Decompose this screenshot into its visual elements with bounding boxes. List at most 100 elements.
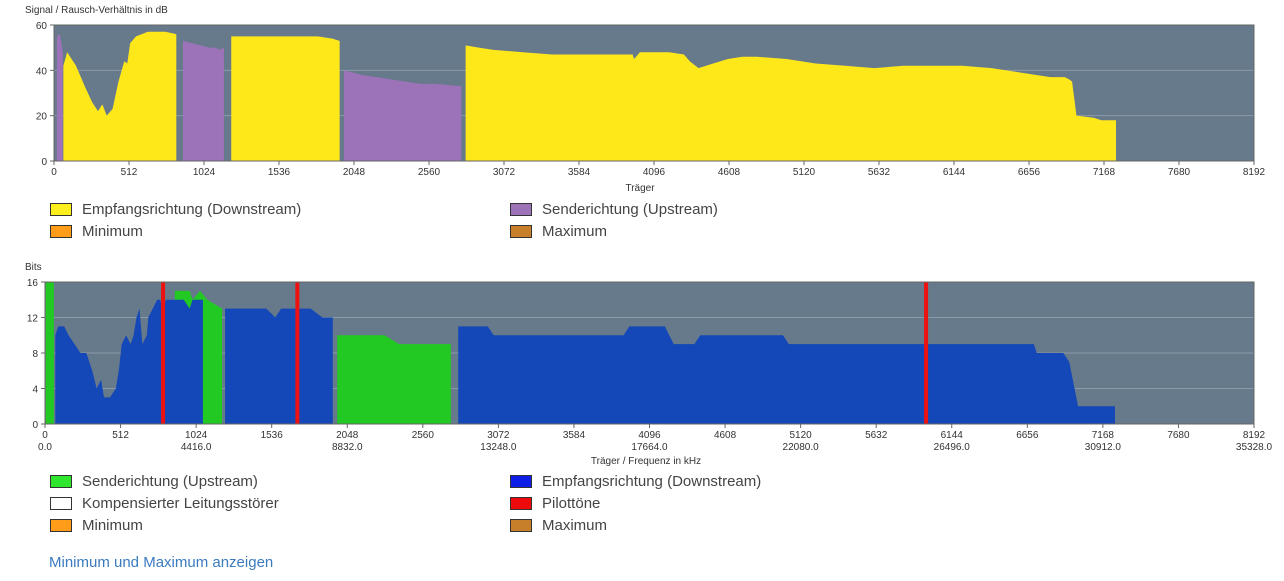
x-tick-label: 3072 bbox=[487, 430, 510, 441]
series-area bbox=[55, 299, 203, 424]
legend-item-downstream: Empfangsrichtung (Downstream) bbox=[50, 200, 510, 218]
freq-tick-label: 4416.0 bbox=[181, 442, 212, 453]
x-tick-label: 8192 bbox=[1243, 167, 1266, 178]
x-tick-label: 4096 bbox=[643, 167, 666, 178]
freq-tick-label: 35328.0 bbox=[1236, 442, 1273, 453]
freq-tick-label: 0.0 bbox=[38, 442, 52, 453]
bits-legend: Senderichtung (Upstream) Empfangsrichtun… bbox=[50, 472, 1010, 534]
y-tick-label: 40 bbox=[36, 66, 48, 77]
series-area bbox=[465, 45, 1117, 161]
snr-chart: Signal / Rausch-Verhältnis in dB 0 20 40 60… bbox=[25, 5, 1266, 194]
x-tick-label: 3072 bbox=[493, 167, 516, 178]
series-area bbox=[337, 335, 451, 424]
y-tick-label: 0 bbox=[32, 420, 38, 431]
snr-x-axis-title: Träger bbox=[625, 183, 655, 194]
x-tick-label: 6144 bbox=[943, 167, 966, 178]
y-tick-label: 12 bbox=[27, 314, 39, 325]
legend-label: Maximum bbox=[542, 222, 608, 240]
y-tick-label: 60 bbox=[36, 21, 48, 32]
legend-swatch bbox=[50, 224, 72, 238]
x-tick-label: 1536 bbox=[268, 167, 291, 178]
x-tick-label: 512 bbox=[121, 167, 138, 178]
legend-label: Minimum bbox=[82, 516, 143, 534]
x-tick-label: 7168 bbox=[1092, 430, 1115, 441]
legend-item-maximum: Maximum bbox=[510, 516, 970, 534]
show-min-max-link[interactable]: Minimum und Maximum anzeigen bbox=[49, 554, 274, 571]
legend-item-minimum: Minimum bbox=[50, 516, 510, 534]
x-tick-label: 7680 bbox=[1167, 430, 1190, 441]
x-tick-label: 2048 bbox=[336, 430, 359, 441]
legend-swatch bbox=[50, 518, 72, 532]
legend-label: Kompensierter Leitungsstörer bbox=[82, 494, 279, 512]
x-tick-label: 7168 bbox=[1093, 167, 1116, 178]
x-tick-label: 1024 bbox=[193, 167, 216, 178]
series-area bbox=[182, 40, 224, 161]
legend-label: Maximum bbox=[542, 516, 608, 534]
legend-swatch bbox=[510, 496, 532, 510]
legend-label: Senderichtung (Upstream) bbox=[542, 200, 718, 218]
bits-y-axis-title: Bits bbox=[25, 262, 42, 273]
legend-swatch bbox=[50, 474, 72, 488]
x-tick-label: 2048 bbox=[343, 167, 366, 178]
legend-item-minimum: Minimum bbox=[50, 222, 510, 240]
legend-label: Empfangsrichtung (Downstream) bbox=[82, 200, 302, 218]
x-tick-label: 5632 bbox=[865, 430, 888, 441]
x-tick-label: 6656 bbox=[1016, 430, 1039, 441]
y-tick-label: 4 bbox=[32, 385, 38, 396]
freq-tick-label: 17664.0 bbox=[631, 442, 668, 453]
y-tick-label: 20 bbox=[36, 112, 48, 123]
freq-tick-label: 13248.0 bbox=[480, 442, 517, 453]
x-tick-label: 1024 bbox=[185, 430, 208, 441]
freq-tick-label: 30912.0 bbox=[1085, 442, 1122, 453]
legend-item-upstream: Senderichtung (Upstream) bbox=[510, 200, 970, 218]
series-area bbox=[63, 31, 177, 161]
legend-label: Pilottöne bbox=[542, 494, 601, 512]
x-tick-label: 3584 bbox=[568, 167, 591, 178]
x-tick-label: 5632 bbox=[868, 167, 891, 178]
legend-swatch bbox=[510, 518, 532, 532]
x-tick-label: 2560 bbox=[412, 430, 435, 441]
legend-item-upstream: Senderichtung (Upstream) bbox=[50, 472, 510, 490]
x-tick-label: 4608 bbox=[718, 167, 741, 178]
x-tick-label: 2560 bbox=[418, 167, 441, 178]
freq-tick-label: 8832.0 bbox=[332, 442, 363, 453]
legend-swatch bbox=[50, 202, 72, 216]
freq-tick-label: 22080.0 bbox=[783, 442, 820, 453]
y-tick-label: 0 bbox=[41, 157, 47, 168]
x-tick-label: 5120 bbox=[790, 430, 813, 441]
series-area bbox=[45, 282, 54, 424]
y-tick-label: 16 bbox=[27, 278, 39, 289]
legend-item-compensated-noise: Kompensierter Leitungsstörer bbox=[50, 494, 510, 512]
x-tick-label: 8192 bbox=[1243, 430, 1266, 441]
x-tick-label: 6656 bbox=[1018, 167, 1041, 178]
series-area bbox=[458, 326, 1115, 424]
series-area bbox=[231, 36, 340, 162]
x-tick-label: 7680 bbox=[1168, 167, 1191, 178]
legend-label: Minimum bbox=[82, 222, 143, 240]
legend-swatch bbox=[510, 474, 532, 488]
bits-chart: Bits 0 4 8 12 16 0 512 1024 1536 2048 2560 3072 3584… bbox=[25, 262, 1273, 467]
x-tick-label: 0 bbox=[51, 167, 57, 178]
x-tick-label: 1536 bbox=[261, 430, 284, 441]
series-area bbox=[344, 70, 462, 161]
series-area bbox=[56, 34, 63, 161]
x-tick-label: 4096 bbox=[638, 430, 661, 441]
x-tick-label: 512 bbox=[112, 430, 129, 441]
bits-x-axis-title: Träger / Frequenz in kHz bbox=[591, 456, 701, 467]
y-tick-label: 8 bbox=[32, 349, 38, 360]
legend-item-pilot-tones: Pilottöne bbox=[510, 494, 970, 512]
legend-swatch bbox=[510, 202, 532, 216]
legend-item-maximum: Maximum bbox=[510, 222, 970, 240]
legend-label: Senderichtung (Upstream) bbox=[82, 472, 258, 490]
legend-label: Empfangsrichtung (Downstream) bbox=[542, 472, 762, 490]
snr-legend: Empfangsrichtung (Downstream) Sendericht… bbox=[50, 200, 1010, 240]
snr-y-axis-title: Signal / Rausch-Verhältnis in dB bbox=[25, 5, 168, 16]
series-area bbox=[225, 308, 333, 424]
x-tick-label: 3584 bbox=[563, 430, 586, 441]
legend-item-downstream: Empfangsrichtung (Downstream) bbox=[510, 472, 970, 490]
legend-swatch bbox=[510, 224, 532, 238]
x-tick-label: 0 bbox=[42, 430, 48, 441]
legend-swatch bbox=[50, 496, 72, 510]
x-tick-label: 6144 bbox=[941, 430, 964, 441]
x-tick-label: 5120 bbox=[793, 167, 816, 178]
